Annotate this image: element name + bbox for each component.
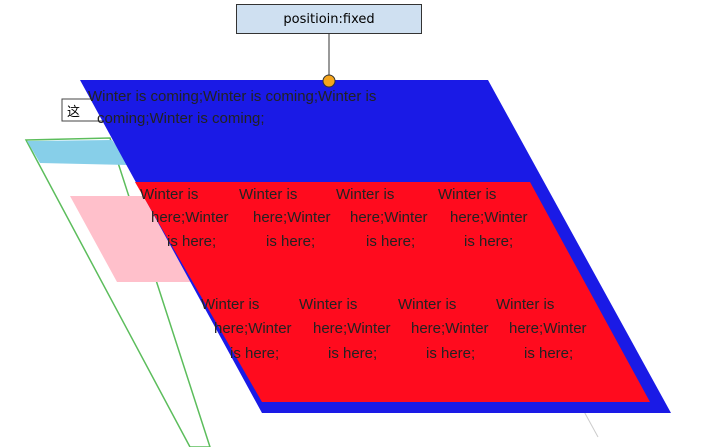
red-cell-line: here;Winter xyxy=(313,320,391,337)
callout-label-text: positioin:fixed xyxy=(283,11,375,27)
red-cell-line: here;Winter xyxy=(253,209,331,226)
red-cell-line: here;Winter xyxy=(411,320,489,337)
red-cell: Winter is here;Winter is here; xyxy=(299,296,391,362)
red-cell-line: is here; xyxy=(524,345,573,362)
red-cell: Winter is here;Winter is here; xyxy=(438,186,528,250)
red-cell-line: is here; xyxy=(266,233,315,250)
callout-label: positioin:fixed xyxy=(236,4,422,34)
red-cell-line: is here; xyxy=(464,233,513,250)
red-cell: Winter is here;Winter is here; xyxy=(336,186,428,250)
red-cell: Winter is here;Winter is here; xyxy=(398,296,489,362)
red-cell-line: Winter is xyxy=(496,296,554,313)
red-cell-line: Winter is xyxy=(140,186,198,203)
red-row-2: Winter is here;Winter is here; Winter is… xyxy=(201,296,587,362)
red-cell-line: here;Winter xyxy=(509,320,587,337)
red-cell-line: is here; xyxy=(366,233,415,250)
red-cell-line: Winter is xyxy=(438,186,496,203)
red-cell-line: Winter is xyxy=(299,296,357,313)
red-cell-line: is here; xyxy=(426,345,475,362)
back-layer-header xyxy=(27,140,130,165)
red-cell-line: Winter is xyxy=(239,186,297,203)
red-row-1: Winter is here;Winter is here; Winter is… xyxy=(140,186,528,250)
red-cell: Winter is here;Winter is here; xyxy=(201,296,292,362)
red-cell: Winter is here;Winter is here; xyxy=(140,186,229,250)
red-cell-line: here;Winter xyxy=(450,209,528,226)
red-cell-line: here;Winter xyxy=(350,209,428,226)
red-cell-line: is here; xyxy=(230,345,279,362)
red-cell-line: Winter is xyxy=(336,186,394,203)
red-cell-line: Winter is xyxy=(398,296,456,313)
red-cell-line: here;Winter xyxy=(151,209,229,226)
red-cell: Winter is here;Winter is here; xyxy=(239,186,331,250)
red-cell-line: here;Winter xyxy=(214,320,292,337)
red-cell-line: is here; xyxy=(167,233,216,250)
back-layer-page xyxy=(24,137,211,447)
anchor-dot xyxy=(322,74,336,88)
red-cell: Winter is here;Winter is here; xyxy=(496,296,587,362)
fixed-layer-line-2: coming;Winter is coming; xyxy=(97,110,265,127)
glyph-text: 这 xyxy=(67,104,80,120)
red-cell-line: Winter is xyxy=(201,296,259,313)
red-cell-line: is here; xyxy=(328,345,377,362)
fixed-layer-line-1: Winter is coming;Winter is coming;Winter… xyxy=(88,88,376,105)
red-layer xyxy=(135,182,650,402)
